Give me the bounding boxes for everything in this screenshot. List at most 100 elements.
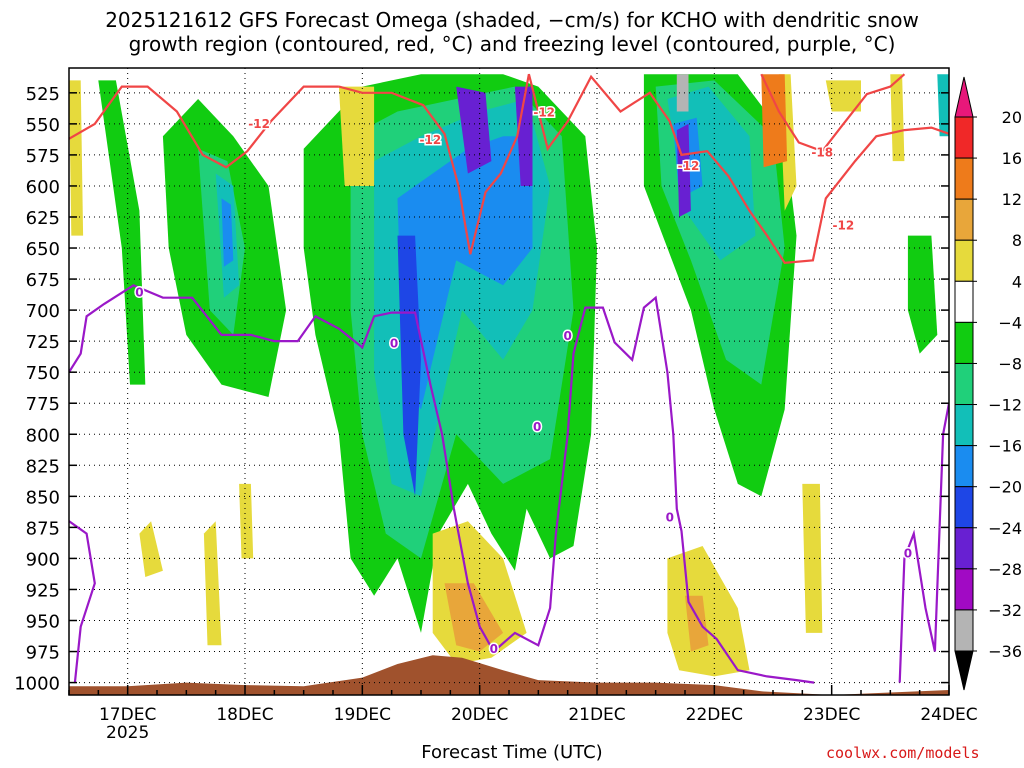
- y-tick-label: 550: [26, 115, 60, 136]
- colorbar-label: −36: [988, 642, 1022, 661]
- colorbar-band: [954, 404, 974, 447]
- x-tick-label: 21DEC: [568, 705, 625, 725]
- omega-region: [203, 521, 222, 646]
- x-tick-sublabel: 2025: [106, 723, 149, 743]
- y-tick-label: 800: [26, 425, 60, 446]
- contour-label: -12: [248, 117, 270, 131]
- omega-region: [825, 80, 861, 112]
- y-tick-label: 675: [26, 270, 60, 291]
- omega-region: [685, 595, 709, 652]
- omega-region: [676, 74, 689, 112]
- y-tick-label: 725: [26, 332, 60, 353]
- colorbar-band: [954, 280, 974, 323]
- omega-region: [802, 483, 823, 633]
- contour-label: -12: [533, 106, 555, 120]
- chart-title-line-1: 2025121612 GFS Forecast Omega (shaded, −…: [105, 8, 919, 32]
- colorbar-label: −28: [988, 560, 1022, 579]
- colorbar-under-arrow: [954, 650, 974, 691]
- omega-region: [69, 80, 84, 236]
- colorbar-band: [954, 486, 974, 529]
- omega-region: [937, 74, 949, 137]
- omega-region: [397, 235, 421, 497]
- contour-label: 0: [533, 420, 541, 434]
- y-tick-label: 700: [26, 301, 60, 322]
- freezing-level-line: [69, 520, 96, 683]
- y-tick-label: 925: [26, 580, 60, 601]
- x-tick-label: 22DEC: [686, 705, 743, 725]
- contour-label: -18: [811, 145, 833, 159]
- x-tick-label: 20DEC: [451, 705, 508, 725]
- colorbar-band: [954, 527, 974, 570]
- omega-region: [444, 583, 504, 652]
- y-tick-label: 525: [26, 84, 60, 105]
- colorbar-label: −32: [988, 601, 1022, 620]
- contours: -12 -12 -12 -12 -18 -12 0 0 0 0 0 0 0: [69, 73, 949, 684]
- colorbar-label: −12: [988, 396, 1022, 415]
- colorbar-band: [954, 239, 974, 282]
- contour-label: 0: [490, 642, 498, 656]
- contour-label: 0: [563, 329, 571, 343]
- omega-region: [338, 86, 375, 186]
- colorbar-band: [954, 198, 974, 241]
- colorbar-label: −20: [988, 478, 1022, 497]
- colorbar-label: −8: [998, 354, 1022, 373]
- y-tick-label: 875: [26, 518, 60, 539]
- colorbar-label: 16: [1002, 149, 1022, 168]
- x-tick-label: 24DEC: [920, 705, 977, 725]
- contour-label: 0: [135, 286, 143, 300]
- freezing-level-line: [69, 284, 815, 684]
- colorbar: 20 16 12 8 4 −4 −8 −12 −16 −20 −24 −28 −32 −36: [954, 76, 1022, 691]
- colorbar-band: [954, 568, 974, 611]
- grid-lines: [69, 68, 949, 695]
- colorbar-band: [954, 116, 974, 159]
- terrain: [69, 655, 949, 695]
- colorbar-label: 12: [1002, 190, 1022, 209]
- y-tick-label: 600: [26, 177, 60, 198]
- x-tick-label: 23DEC: [803, 705, 860, 725]
- y-tick-label: 625: [26, 208, 60, 229]
- omega-region: [667, 546, 750, 677]
- y-tick-label: 775: [26, 394, 60, 415]
- contour-label: -12: [420, 133, 442, 147]
- omega-region: [761, 74, 788, 168]
- colorbar-band: [954, 445, 974, 488]
- omega-region: [907, 235, 938, 354]
- omega-region: [221, 198, 234, 267]
- colorbar-label: −4: [998, 313, 1022, 332]
- colorbar-label: −24: [988, 519, 1022, 538]
- omega-region: [514, 86, 533, 186]
- y-tick-label: 975: [26, 643, 60, 664]
- omega-region: [239, 483, 254, 559]
- x-tick-label: 19DEC: [334, 705, 391, 725]
- colorbar-band: [954, 362, 974, 406]
- chart-title-line-2: growth region (contoured, red, °C) and f…: [128, 32, 896, 56]
- y-tick-label: 750: [26, 363, 60, 384]
- y-tick-label: 650: [26, 239, 60, 260]
- colorbar-band: [954, 609, 974, 652]
- omega-region: [98, 80, 146, 385]
- colorbar-label: 8: [1012, 231, 1022, 250]
- contour-label: 0: [390, 337, 398, 351]
- omega-region: [397, 136, 533, 410]
- colorbar-over-arrow: [954, 76, 974, 118]
- y-tick-label: 850: [26, 487, 60, 508]
- colorbar-label: 20: [1002, 108, 1022, 127]
- omega-region: [890, 74, 905, 162]
- y-tick-label: 1000: [14, 674, 60, 695]
- dgz-contour-line: [338, 73, 949, 265]
- omega-region: [139, 521, 163, 577]
- contour-label: 0: [666, 510, 674, 524]
- x-tick-label: 17DEC: [99, 705, 156, 725]
- dgz-contour-line: [760, 73, 906, 153]
- axes: 525 550 575 600 625 650 675 700 725 750 775 800 825 8…: [14, 67, 978, 743]
- contour-label: -12: [833, 219, 855, 233]
- terrain-surface: [69, 655, 949, 695]
- dgz-contour-line: [69, 85, 339, 169]
- colorbar-label: 4: [1012, 272, 1022, 291]
- source-credit: coolwx.com/models: [826, 744, 980, 762]
- y-tick-label: 950: [26, 612, 60, 633]
- colorbar-label: −16: [988, 437, 1022, 456]
- colorbar-band: [954, 321, 974, 364]
- omega-region: [456, 86, 492, 174]
